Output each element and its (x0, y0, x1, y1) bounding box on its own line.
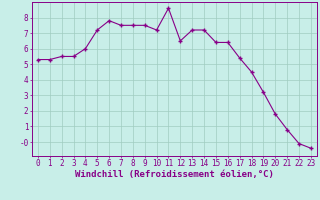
X-axis label: Windchill (Refroidissement éolien,°C): Windchill (Refroidissement éolien,°C) (75, 170, 274, 179)
